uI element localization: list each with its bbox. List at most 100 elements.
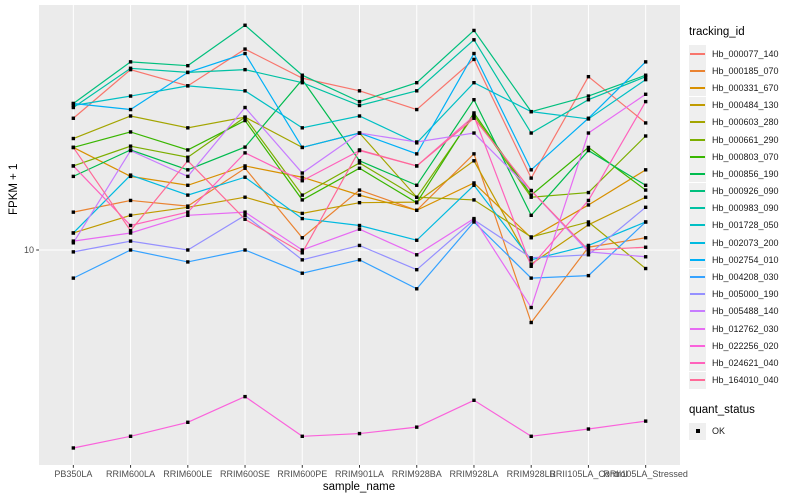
data-point xyxy=(300,236,304,240)
legend-item-label: Hb_000983_090 xyxy=(712,203,779,214)
legend-item: Hb_000856_190 xyxy=(689,165,799,183)
legend-key xyxy=(689,371,706,389)
data-point xyxy=(529,305,533,310)
data-point xyxy=(128,144,133,148)
data-point xyxy=(472,198,476,202)
data-point xyxy=(186,126,190,130)
data-point xyxy=(186,63,190,68)
data-point xyxy=(128,223,133,228)
data-point xyxy=(586,243,591,248)
data-point xyxy=(586,74,591,79)
legend-line-swatch xyxy=(690,172,705,175)
data-point xyxy=(643,220,648,224)
legend-key xyxy=(689,131,706,149)
data-point xyxy=(128,213,133,218)
legend-line-swatch xyxy=(690,327,705,330)
data-point xyxy=(529,262,533,266)
data-point xyxy=(415,89,419,93)
data-point xyxy=(243,213,247,218)
data-point xyxy=(300,80,304,85)
legend-key xyxy=(689,113,706,131)
data-point xyxy=(415,287,419,291)
data-point xyxy=(586,198,591,203)
data-point xyxy=(300,145,304,150)
data-point xyxy=(357,148,362,152)
legend-item-label: Hb_002073_200 xyxy=(712,237,779,248)
data-point xyxy=(643,266,648,271)
legend-item-label: Hb_164010_040 xyxy=(712,375,779,386)
legend-item: Hb_005488_140 xyxy=(689,302,799,320)
data-point xyxy=(529,258,533,262)
data-point xyxy=(529,176,533,180)
legend-item-label: Hb_004208_030 xyxy=(712,272,779,283)
data-point xyxy=(643,77,648,82)
legend-item: Hb_000661_290 xyxy=(689,131,799,149)
data-point xyxy=(586,203,591,207)
x-tick-label: RRIM600LE xyxy=(163,469,213,479)
legend-item-label: Hb_000661_290 xyxy=(712,134,779,145)
legend-item-label: Hb_005488_140 xyxy=(712,306,779,317)
legend-item: Hb_000926_090 xyxy=(689,182,799,200)
data-point xyxy=(472,152,476,156)
data-point xyxy=(71,103,76,108)
data-point xyxy=(643,99,648,104)
data-point xyxy=(243,118,247,123)
data-point xyxy=(300,77,304,82)
legend-line-swatch xyxy=(690,224,705,227)
legend-item-label: Hb_000603_280 xyxy=(712,117,779,128)
legend-item: Hb_000603_280 xyxy=(689,113,799,131)
data-point xyxy=(128,231,133,235)
data-point xyxy=(357,103,362,108)
legend-item-label: Hb_000856_190 xyxy=(712,168,779,179)
legend-key xyxy=(689,199,706,217)
legend-item: Hb_000077_140 xyxy=(689,45,799,63)
legend-line-swatch xyxy=(690,310,705,313)
data-point xyxy=(243,210,247,214)
data-point xyxy=(415,140,419,144)
data-point xyxy=(529,195,533,199)
data-point xyxy=(472,131,476,135)
legend-key xyxy=(689,337,706,355)
legend-item: Hb_000983_090 xyxy=(689,199,799,217)
data-point xyxy=(529,320,533,325)
data-point xyxy=(357,166,362,170)
legend-item-label: OK xyxy=(712,426,726,437)
data-point xyxy=(243,248,247,252)
data-point xyxy=(128,173,133,177)
y-axis-title: FPKM + 1 xyxy=(8,163,20,215)
data-point xyxy=(243,67,247,72)
data-point xyxy=(472,220,476,224)
legend-key xyxy=(689,182,706,200)
data-point xyxy=(415,253,419,257)
legend-item-label: Hb_012762_030 xyxy=(712,323,779,334)
data-point xyxy=(586,220,591,224)
legend-line-swatch xyxy=(690,241,705,244)
data-point xyxy=(71,446,76,450)
x-tick-label: RRIM600PE xyxy=(277,469,328,479)
data-point xyxy=(415,425,419,429)
legend-item: Hb_024621_040 xyxy=(689,354,799,372)
data-point xyxy=(586,116,591,120)
data-point xyxy=(71,276,76,280)
legend-item-label: Hb_000484_130 xyxy=(712,100,779,111)
data-point xyxy=(71,105,76,110)
data-point xyxy=(243,23,247,27)
legend-key xyxy=(689,285,706,303)
data-point xyxy=(529,434,533,438)
legend-line-swatch xyxy=(690,138,705,141)
data-point xyxy=(586,273,591,278)
data-point xyxy=(643,74,648,79)
data-point xyxy=(186,205,190,209)
data-point xyxy=(243,145,247,149)
data-point xyxy=(529,264,533,268)
data-point xyxy=(472,183,476,187)
data-point xyxy=(71,239,76,243)
legend-key xyxy=(689,79,706,97)
data-point xyxy=(300,126,304,130)
data-point xyxy=(357,200,362,205)
legend-title-tracking-id: tracking_id xyxy=(689,26,745,38)
data-point xyxy=(300,434,304,438)
data-point xyxy=(357,227,362,231)
data-point xyxy=(71,145,76,150)
